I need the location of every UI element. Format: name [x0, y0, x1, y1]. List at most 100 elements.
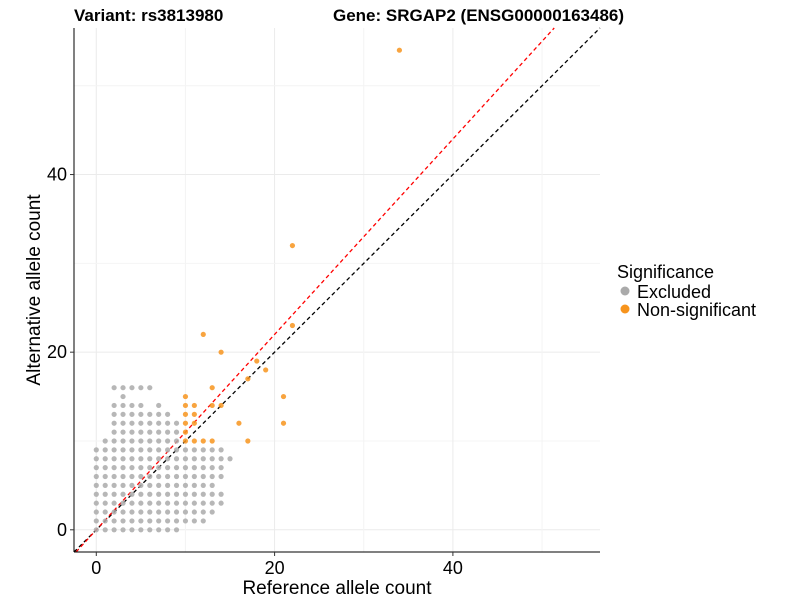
data-point [129, 402, 135, 409]
data-point [173, 482, 180, 488]
title-gene: Gene: SRGAP2 (ENSG00000163486) [333, 6, 624, 25]
data-point [138, 438, 144, 444]
legend: Significance Excluded Non-significant [617, 262, 756, 320]
data-point [191, 518, 197, 524]
data-point [182, 509, 189, 515]
data-point [93, 482, 99, 488]
data-point [165, 491, 171, 497]
data-point [191, 438, 197, 444]
data-point [129, 473, 135, 480]
data-point [218, 402, 224, 409]
data-point [138, 509, 144, 515]
data-point [209, 402, 215, 409]
data-point [156, 465, 162, 471]
data-point [156, 518, 162, 524]
data-point [200, 500, 206, 506]
data-point [147, 438, 153, 444]
data-point [138, 420, 144, 426]
data-point [120, 393, 126, 400]
data-point [147, 465, 153, 471]
data-point [129, 527, 135, 533]
grid-layer [74, 28, 600, 552]
data-point [173, 447, 180, 453]
data-point [209, 438, 215, 444]
data-point [156, 491, 162, 497]
x-tick-label: 0 [91, 558, 101, 578]
data-point [93, 527, 99, 533]
data-point [218, 456, 224, 462]
data-point [289, 322, 296, 329]
data-point [120, 527, 126, 533]
data-point [111, 527, 117, 533]
data-point [173, 473, 180, 480]
data-point [156, 527, 162, 533]
data-point [280, 420, 287, 426]
data-point [102, 482, 108, 488]
data-point [129, 482, 135, 488]
data-point [120, 411, 126, 417]
data-point [102, 500, 108, 506]
data-point [156, 402, 162, 409]
data-point [129, 456, 135, 462]
data-point [111, 465, 117, 471]
data-point [147, 518, 153, 524]
data-point [156, 411, 162, 417]
legend-title: Significance [617, 262, 714, 282]
axes [73, 28, 600, 553]
data-point [156, 447, 162, 453]
data-point [138, 402, 144, 409]
data-point [200, 473, 206, 480]
data-point [111, 500, 117, 506]
data-point [191, 402, 197, 409]
data-point [93, 518, 99, 524]
data-point [102, 447, 108, 453]
data-point [254, 358, 260, 364]
data-point [165, 509, 171, 515]
data-point [182, 482, 189, 488]
data-point [182, 429, 189, 435]
data-point [147, 482, 153, 488]
data-point [129, 385, 135, 391]
data-point [200, 438, 206, 444]
data-point [209, 491, 215, 497]
data-point [138, 429, 144, 435]
data-point [129, 411, 135, 417]
data-point [182, 518, 189, 524]
data-point [111, 482, 117, 488]
data-point [138, 385, 144, 391]
data-point [245, 438, 251, 444]
data-point [200, 482, 206, 488]
data-point [129, 429, 135, 435]
data-point [245, 376, 251, 382]
data-point [138, 491, 144, 497]
data-point [156, 500, 162, 506]
data-point [156, 420, 162, 426]
data-point [138, 527, 144, 533]
data-point [111, 429, 117, 435]
data-point [165, 429, 171, 435]
data-point [209, 456, 215, 462]
data-point [289, 242, 296, 249]
data-point [165, 473, 171, 480]
data-point [111, 438, 117, 444]
data-point [173, 429, 180, 435]
data-point [173, 527, 180, 533]
data-point [182, 402, 189, 409]
data-point [120, 473, 126, 480]
data-point [209, 500, 215, 506]
data-point [173, 456, 180, 462]
reference-line-expected [75, 27, 555, 553]
data-point [218, 491, 224, 497]
data-point [138, 482, 144, 488]
data-point [191, 473, 197, 480]
title-variant: Variant: rs3813980 [74, 6, 223, 25]
data-point [147, 420, 153, 426]
data-point [156, 473, 162, 480]
data-point [138, 518, 144, 524]
x-tick-label: 20 [265, 558, 285, 578]
data-point [200, 518, 206, 524]
data-point [102, 465, 108, 471]
data-point [111, 456, 117, 462]
data-point [147, 447, 153, 453]
